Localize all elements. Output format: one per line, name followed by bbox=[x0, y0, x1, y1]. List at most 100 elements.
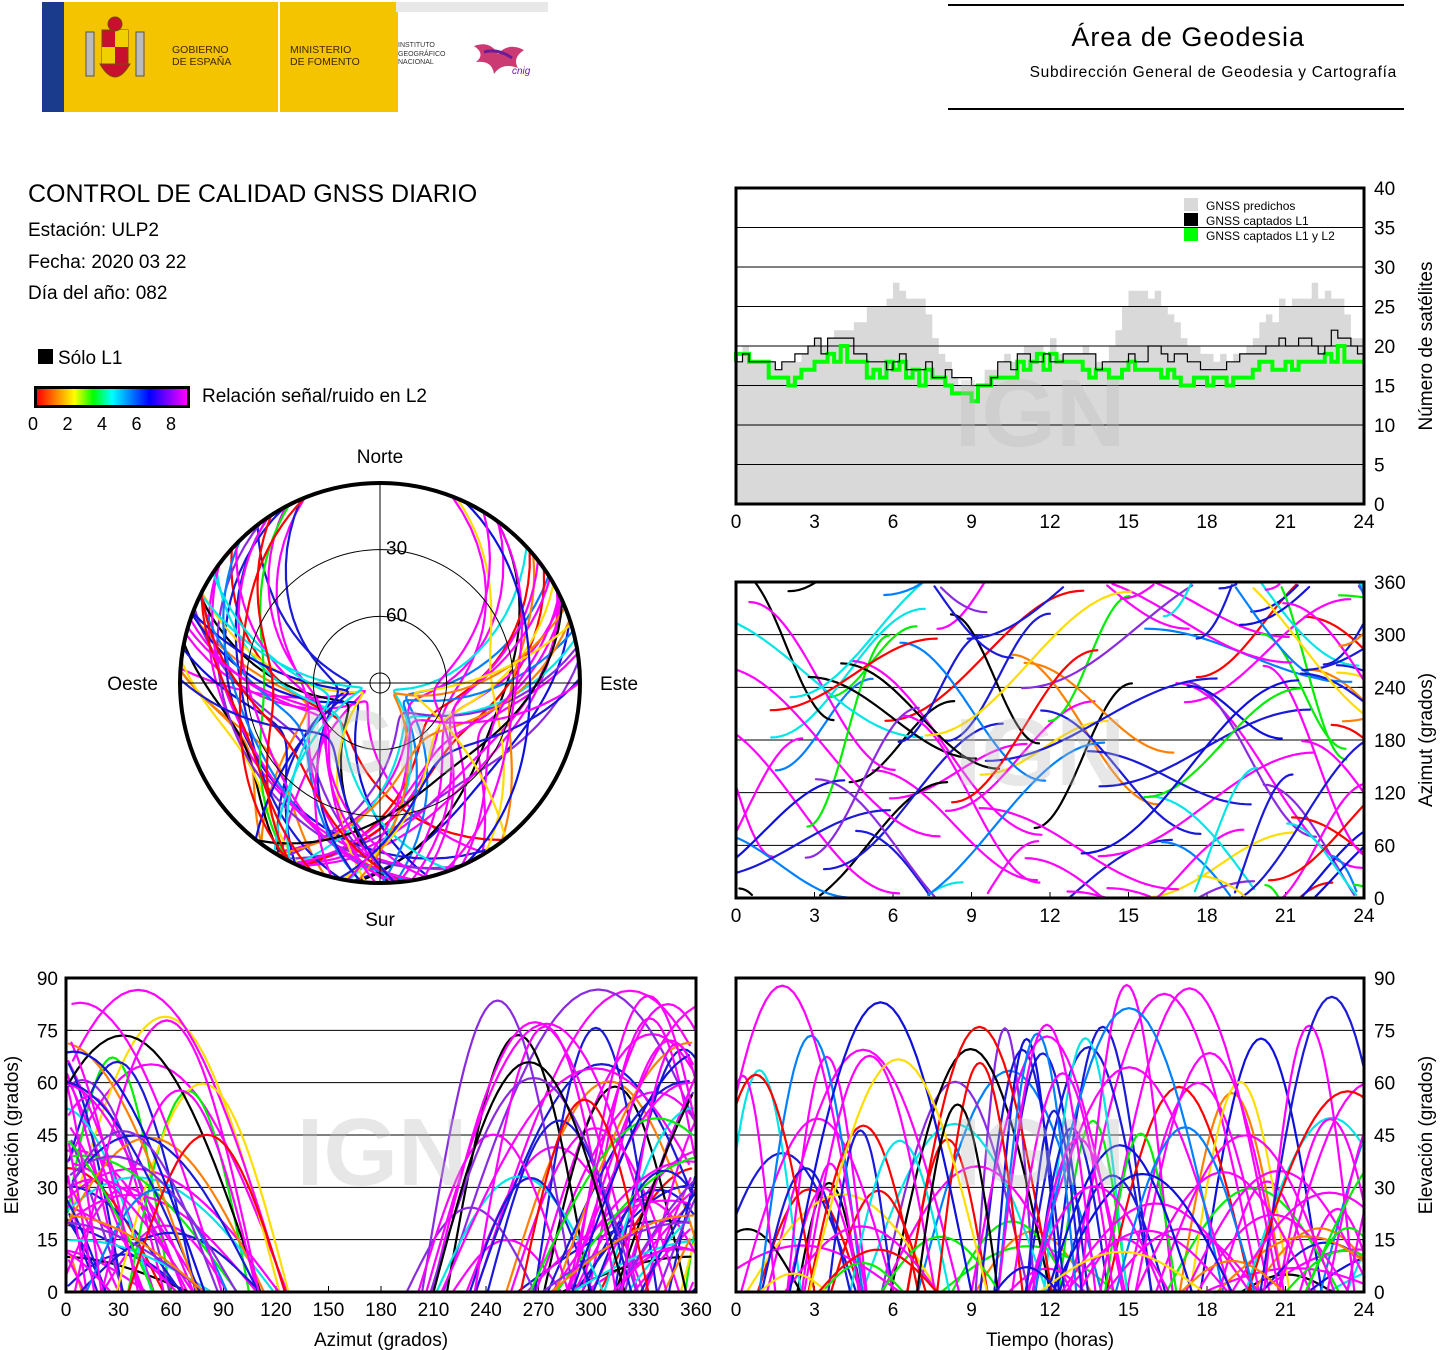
elt-track bbox=[1277, 1117, 1364, 1292]
x-tick-label: 180 bbox=[365, 1300, 397, 1321]
ign-watermark: IGN bbox=[300, 693, 460, 793]
azimuth-track bbox=[736, 782, 775, 858]
y-tick-label: 300 bbox=[1374, 626, 1406, 647]
ela-track bbox=[425, 1022, 668, 1292]
y-tick-label: 75 bbox=[37, 1021, 58, 1042]
ela-track bbox=[574, 1184, 695, 1292]
x-tick-label: 9 bbox=[966, 1300, 977, 1321]
azimuth-track bbox=[769, 637, 938, 712]
legend-label: GNSS predichos bbox=[1206, 199, 1295, 213]
azimuth-track bbox=[1195, 583, 1298, 679]
x-tick-label: 24 bbox=[1353, 1300, 1375, 1321]
azimuth-track bbox=[1087, 750, 1252, 806]
azimuth-track bbox=[1106, 887, 1151, 898]
y-tick-label: 15 bbox=[1374, 377, 1395, 398]
ela-track bbox=[486, 1119, 633, 1292]
ela-track bbox=[614, 1094, 693, 1292]
ela-track bbox=[571, 1054, 690, 1292]
sky-track bbox=[211, 571, 330, 863]
azimuth-track bbox=[939, 586, 988, 614]
sky-track bbox=[293, 600, 564, 865]
l1-series bbox=[735, 329, 1364, 387]
azimuth-track bbox=[936, 582, 986, 630]
ela-track bbox=[581, 1017, 696, 1292]
ign-top-band bbox=[396, 2, 548, 12]
eu-flag-strip bbox=[42, 2, 64, 112]
azimuth-track bbox=[1021, 584, 1194, 690]
ela-track bbox=[571, 1239, 694, 1292]
azimuth-track bbox=[1175, 682, 1364, 869]
azimuth-track bbox=[1148, 795, 1256, 891]
elt-track bbox=[786, 1055, 868, 1292]
elt-track bbox=[974, 1026, 1036, 1292]
azimuth-track bbox=[770, 607, 926, 739]
x-tick-label: 24 bbox=[1353, 512, 1375, 533]
snr-tick: 4 bbox=[97, 414, 108, 434]
azimuth-track bbox=[1186, 684, 1283, 740]
azimuth-track bbox=[789, 582, 924, 699]
snr-tick: 2 bbox=[62, 414, 73, 434]
x-tick-label: 12 bbox=[1039, 906, 1060, 927]
azimuth-track bbox=[1142, 831, 1297, 898]
elt-track bbox=[889, 1047, 1052, 1292]
azimuth-track bbox=[897, 633, 984, 743]
azimuth-track bbox=[774, 677, 874, 772]
azimuth-track bbox=[736, 779, 846, 860]
sky-track bbox=[256, 514, 291, 863]
ela-track bbox=[70, 1139, 125, 1292]
azimuth-track bbox=[736, 621, 924, 739]
sky-track bbox=[398, 598, 563, 883]
elt-track bbox=[1038, 1250, 1205, 1292]
ela-track bbox=[566, 1002, 696, 1292]
gobierno-panel: GOBIERNO DE ESPAÑA bbox=[64, 2, 296, 112]
elt-track bbox=[736, 1069, 802, 1292]
azimuth-track bbox=[1080, 679, 1300, 855]
azimuth-track bbox=[1386, 854, 1427, 898]
x-tick-label: 12 bbox=[1039, 1300, 1060, 1321]
x-tick-label: 0 bbox=[731, 1300, 742, 1321]
x-tick-label: 24 bbox=[1353, 906, 1375, 927]
sky-track bbox=[299, 549, 531, 868]
elt-track bbox=[736, 1227, 802, 1292]
ela-track bbox=[442, 988, 695, 1292]
elt-track bbox=[1284, 1249, 1364, 1292]
y-axis-label: Azimut (grados) bbox=[1416, 673, 1437, 807]
y-axis-label: Elevación (grados) bbox=[2, 1056, 23, 1214]
y-tick-label: 60 bbox=[37, 1074, 58, 1095]
azimuth-track bbox=[949, 613, 1041, 745]
sky-frame bbox=[178, 481, 582, 885]
sky-track bbox=[460, 592, 561, 867]
ring-30-label: 30 bbox=[386, 539, 407, 560]
ela-track bbox=[421, 999, 575, 1292]
cnig-logo-icon: cnig bbox=[474, 44, 531, 77]
azimuth-track bbox=[1097, 751, 1316, 858]
x-tick-label: 30 bbox=[108, 1300, 129, 1321]
azimuth-track bbox=[1023, 661, 1175, 754]
x-tick-label: 0 bbox=[61, 1300, 72, 1321]
y-tick-label: 30 bbox=[1374, 1178, 1395, 1199]
elt-track bbox=[803, 1054, 937, 1292]
elt-track bbox=[1042, 1036, 1128, 1292]
azimuth-track bbox=[787, 582, 817, 593]
header-top-rule bbox=[948, 4, 1404, 6]
sky-track bbox=[356, 519, 521, 883]
y-tick-label: 240 bbox=[1374, 678, 1406, 699]
station-label: Estación: ULP2 bbox=[28, 220, 159, 241]
elt-track bbox=[1262, 1024, 1356, 1292]
plot-frame bbox=[734, 580, 1366, 900]
x-tick-label: 15 bbox=[1118, 1300, 1139, 1321]
skyplot-chart: IGN Norte Sur Este Oeste 30 60 bbox=[107, 447, 638, 931]
only-l1-swatch bbox=[38, 349, 53, 364]
azimuth-track bbox=[1281, 782, 1364, 898]
elt-track bbox=[1025, 1185, 1164, 1292]
sky-track bbox=[191, 611, 349, 841]
azimuth-track bbox=[1040, 709, 1202, 835]
y-tick-label: 10 bbox=[1374, 416, 1395, 437]
azimuth-track bbox=[1197, 874, 1248, 898]
ela-track bbox=[70, 1041, 140, 1292]
y-tick-label: 15 bbox=[37, 1231, 58, 1252]
azimuth-track bbox=[840, 662, 1001, 770]
elt-track bbox=[756, 1188, 862, 1292]
elevation-azimuth-tracks bbox=[66, 988, 696, 1292]
azimuth-track bbox=[1143, 687, 1304, 799]
